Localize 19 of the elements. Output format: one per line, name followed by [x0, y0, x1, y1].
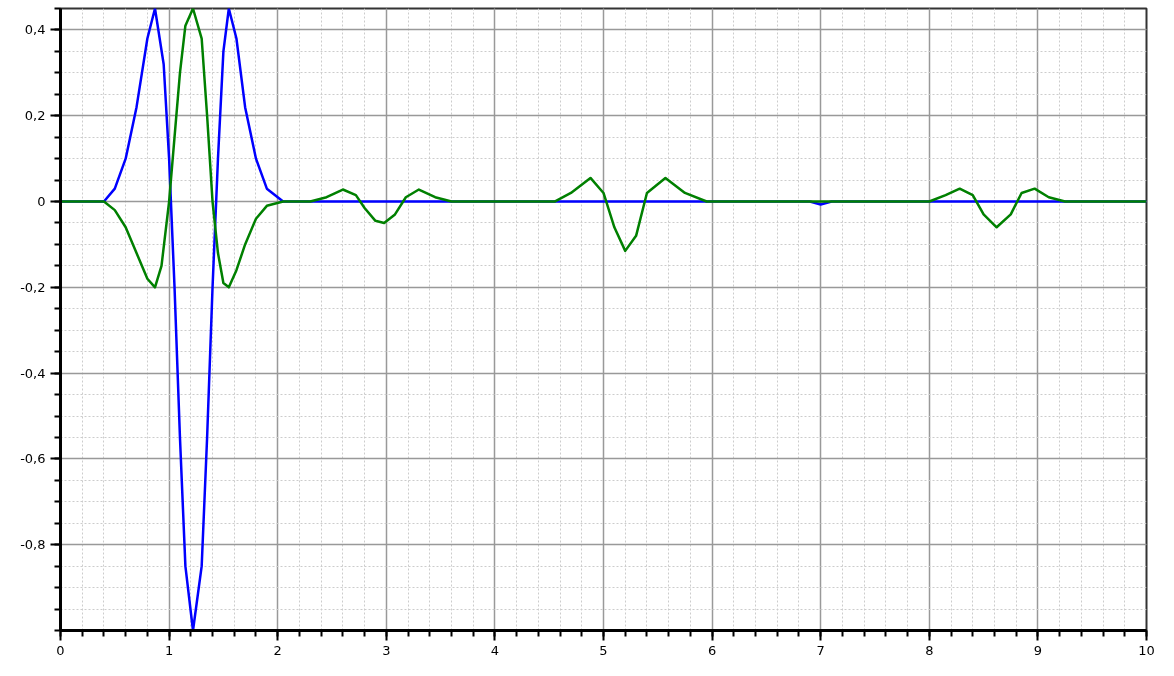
y-tick-label: -0,2 — [20, 279, 46, 295]
x-tick-label: 0 — [56, 642, 65, 658]
x-tick-label: 4 — [490, 642, 500, 658]
y-tick-label: -0,8 — [20, 537, 46, 553]
x-tick-label: 3 — [382, 642, 391, 658]
x-tick-label: 5 — [599, 642, 608, 658]
line-series — [60, 8, 1147, 289]
x-tick-label: 7 — [816, 642, 825, 658]
y-tick-label: 0,2 — [24, 108, 46, 124]
x-tick-label: 8 — [925, 642, 934, 658]
x-tick-label: 2 — [273, 642, 282, 658]
y-tick-label: -0,4 — [20, 365, 46, 381]
y-tick-label: 0 — [37, 194, 46, 210]
y-tick-label: -0,6 — [20, 451, 46, 467]
y-tick-label: 0,4 — [24, 22, 46, 38]
x-tick-label: 9 — [1033, 642, 1043, 658]
x-tick-label: 10 — [1138, 642, 1155, 658]
x-tick-label: 6 — [707, 642, 717, 658]
x-tick-label: 1 — [164, 642, 174, 658]
